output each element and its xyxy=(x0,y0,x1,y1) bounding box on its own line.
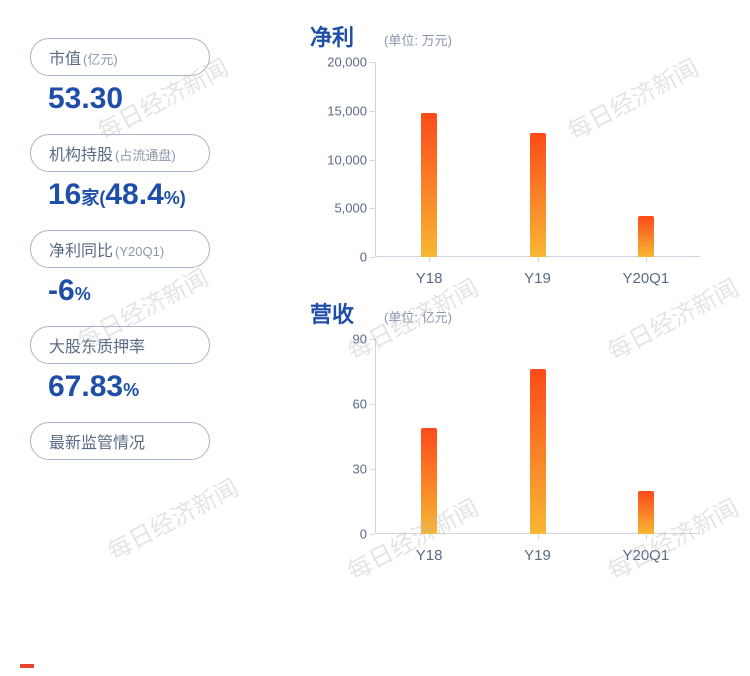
x-category-label: Y20Q1 xyxy=(622,270,669,287)
chart-bar xyxy=(638,216,654,257)
metric-value: 67.83% xyxy=(30,370,280,404)
metric-sublabel: (亿元) xyxy=(83,52,118,67)
y-tick-label: 0 xyxy=(320,250,375,265)
chart-block: 净利 (单位: 万元) 0 5,000 10,000 15,000 20,000 Y18 Y19… xyxy=(310,20,720,287)
chart-title: 净利 xyxy=(310,20,354,52)
metric-group: 市值(亿元) 53.30 xyxy=(30,38,280,116)
main-container: 市值(亿元) 53.30 机构持股(占流通盘) 16家(48.4%) 净利同比(Y20Q… xyxy=(0,0,750,676)
red-accent-bar xyxy=(20,664,34,668)
metric-group: 大股东质押率 67.83% xyxy=(30,326,280,404)
metric-label: 大股东质押率 xyxy=(49,339,145,356)
x-tick-mark xyxy=(538,257,539,262)
metric-label: 市值 xyxy=(49,51,81,68)
metric-group: 机构持股(占流通盘) 16家(48.4%) xyxy=(30,134,280,212)
x-tick-mark xyxy=(538,534,539,539)
y-tick-label: 5,000 xyxy=(320,201,375,216)
y-tick-mark xyxy=(370,534,375,535)
metric-sublabel: (占流通盘) xyxy=(115,148,176,163)
chart-area: 0306090Y18Y19Y20Q1 xyxy=(320,339,720,564)
y-tick-label: 0 xyxy=(320,527,375,542)
x-category-label: Y19 xyxy=(524,270,551,287)
right-charts-column: 净利 (单位: 万元) 0 5,000 10,000 15,000 20,000 Y18 Y19… xyxy=(280,20,720,676)
x-category-label: Y18 xyxy=(416,270,443,287)
chart-title: 营收 xyxy=(310,297,354,329)
metric-group: 净利同比(Y20Q1) -6% xyxy=(30,230,280,308)
metric-value: 53.30 xyxy=(30,82,280,116)
metric-label: 最新监管情况 xyxy=(49,435,145,452)
y-axis xyxy=(375,62,376,257)
x-category-label: Y20Q1 xyxy=(622,547,669,564)
metric-pill: 市值(亿元) xyxy=(30,38,210,76)
y-tick-label: 10,000 xyxy=(320,152,375,167)
x-tick-mark xyxy=(646,257,647,262)
chart-plot xyxy=(375,62,700,257)
chart-block: 营收 (单位: 亿元) 0 30 60 90 Y18 Y19 Y20Q1 xyxy=(310,297,720,564)
x-tick-mark xyxy=(646,534,647,539)
metric-group: 最新监管情况 xyxy=(30,422,280,460)
chart-area: 05,00010,00015,00020,000Y18Y19Y20Q1 xyxy=(320,62,720,287)
metric-pill: 机构持股(占流通盘) xyxy=(30,134,210,172)
y-tick-label: 30 xyxy=(320,462,375,477)
metric-pill: 最新监管情况 xyxy=(30,422,210,460)
metric-sublabel: (Y20Q1) xyxy=(115,244,164,259)
metric-label: 机构持股 xyxy=(49,147,113,164)
chart-bar xyxy=(530,369,546,534)
chart-bar xyxy=(421,428,437,534)
chart-unit: (单位: 亿元) xyxy=(384,307,452,326)
chart-header: 净利 (单位: 万元) xyxy=(310,20,720,52)
chart-plot xyxy=(375,339,700,534)
metric-pill: 净利同比(Y20Q1) xyxy=(30,230,210,268)
x-category-label: Y19 xyxy=(524,547,551,564)
left-metrics-column: 市值(亿元) 53.30 机构持股(占流通盘) 16家(48.4%) 净利同比(Y20Q… xyxy=(30,20,280,676)
metric-value: 16家(48.4%) xyxy=(30,178,280,212)
chart-unit: (单位: 万元) xyxy=(384,30,452,49)
y-tick-label: 20,000 xyxy=(320,55,375,70)
y-tick-mark xyxy=(370,257,375,258)
y-tick-label: 15,000 xyxy=(320,103,375,118)
metric-value: -6% xyxy=(30,274,280,308)
y-tick-label: 90 xyxy=(320,332,375,347)
metric-pill: 大股东质押率 xyxy=(30,326,210,364)
x-category-label: Y18 xyxy=(416,547,443,564)
chart-bar xyxy=(421,113,437,257)
chart-bar xyxy=(530,133,546,257)
chart-header: 营收 (单位: 亿元) xyxy=(310,297,720,329)
x-tick-mark xyxy=(429,534,430,539)
x-tick-mark xyxy=(429,257,430,262)
chart-bar xyxy=(638,491,654,534)
metric-label: 净利同比 xyxy=(49,243,113,260)
y-axis xyxy=(375,339,376,534)
y-tick-label: 60 xyxy=(320,397,375,412)
